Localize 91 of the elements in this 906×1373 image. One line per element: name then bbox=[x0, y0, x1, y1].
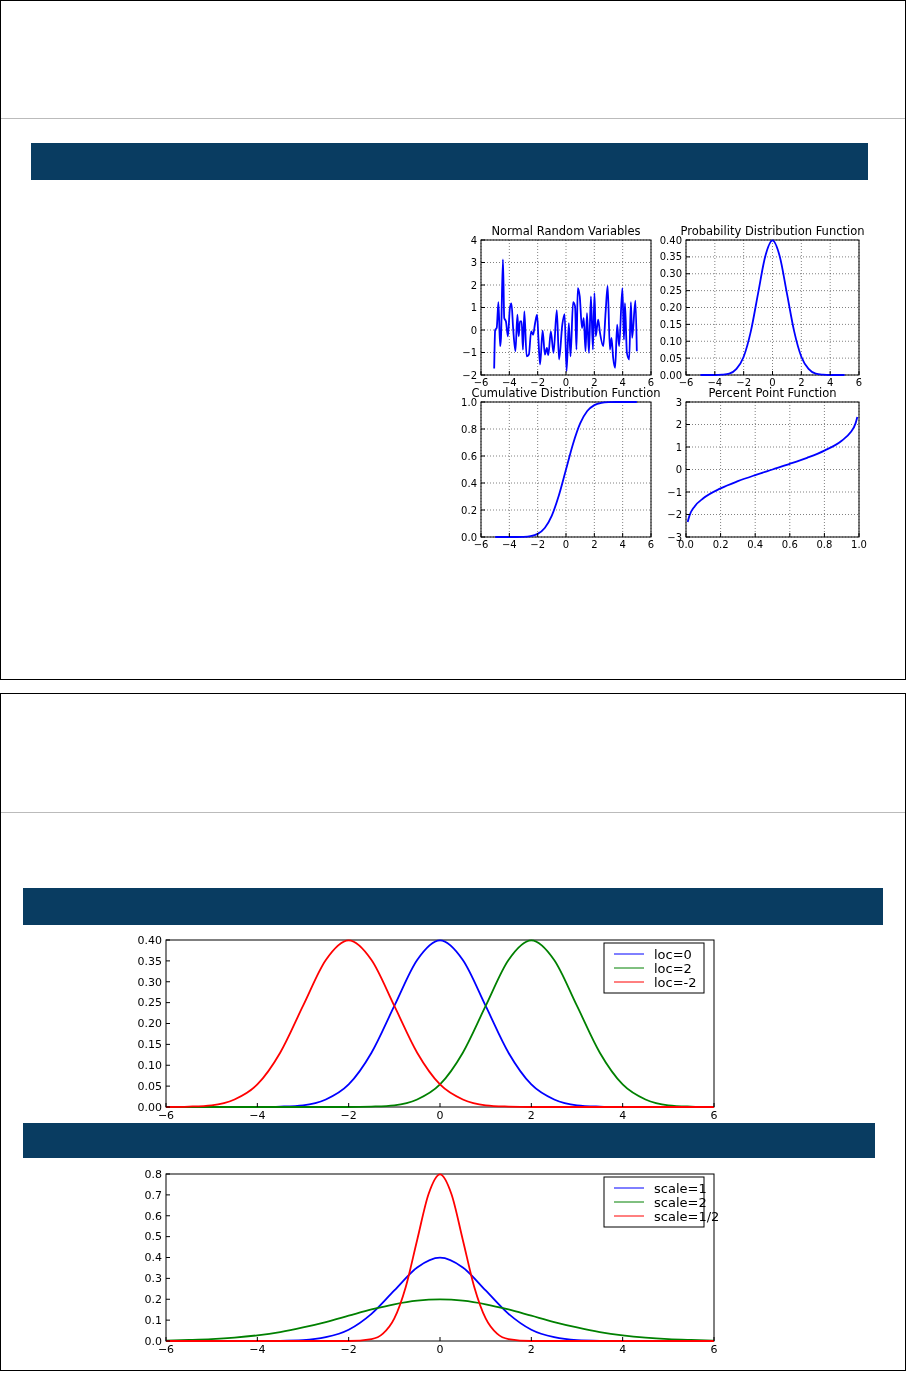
x-tick-label: 0.8 bbox=[816, 539, 833, 550]
x-tick-label: 1.0 bbox=[851, 539, 867, 550]
y-tick-label: 1 bbox=[470, 302, 477, 313]
x-tick-label: −6 bbox=[473, 377, 489, 388]
x-tick-label: 0.6 bbox=[781, 539, 798, 550]
line-series bbox=[494, 401, 638, 538]
x-tick-label: −2 bbox=[530, 377, 546, 388]
y-tick-label: 0.2 bbox=[461, 504, 477, 516]
x-tick-label: 0.4 bbox=[747, 539, 764, 550]
y-tick-label: 4 bbox=[470, 234, 477, 246]
y-tick-label: 0.8 bbox=[461, 423, 477, 435]
x-tick-label: −2 bbox=[340, 1108, 357, 1122]
x-tick-label: 4 bbox=[619, 1108, 627, 1122]
x-tick-label: 4 bbox=[619, 1342, 627, 1356]
legend-label: scale=1/2 bbox=[654, 1208, 720, 1224]
chart-title: Normal Random Variables bbox=[491, 224, 641, 238]
x-tick-label: −4 bbox=[501, 377, 517, 388]
x-tick-label: 2 bbox=[798, 377, 805, 388]
legend-label: scale=2 bbox=[654, 1194, 707, 1210]
x-tick-label: 4 bbox=[619, 539, 626, 550]
y-tick-label: 0.05 bbox=[137, 1079, 162, 1093]
y-tick-label: 0.7 bbox=[144, 1188, 162, 1202]
chart-title: Percent Point Function bbox=[708, 386, 837, 400]
x-tick-label: −4 bbox=[707, 377, 723, 388]
x-tick-label: 6 bbox=[710, 1342, 718, 1356]
x-tick-label: 6 bbox=[855, 377, 863, 388]
y-tick-label: 0.4 bbox=[461, 477, 477, 489]
y-tick-label: 0.30 bbox=[659, 268, 682, 280]
chart-title: Probability Distribution Function bbox=[680, 224, 865, 238]
x-tick-label: −4 bbox=[249, 1108, 266, 1122]
x-tick-label: 0 bbox=[562, 539, 570, 550]
y-tick-label: 0.30 bbox=[137, 975, 162, 989]
legend-label: scale=1 bbox=[654, 1180, 707, 1196]
x-tick-label: 4 bbox=[619, 377, 626, 388]
y-tick-label: 0.6 bbox=[144, 1209, 162, 1223]
y-tick-label: 0.00 bbox=[659, 369, 682, 381]
y-tick-label: 0.00 bbox=[137, 1100, 162, 1114]
y-tick-label: 0.1 bbox=[144, 1313, 162, 1327]
y-tick-label: 0.40 bbox=[137, 933, 162, 947]
y-tick-label: 0.10 bbox=[659, 335, 682, 347]
y-tick-label: 0.6 bbox=[461, 450, 477, 462]
x-tick-label: −2 bbox=[340, 1342, 357, 1356]
line-series bbox=[699, 239, 846, 376]
x-tick-label: 0 bbox=[436, 1108, 444, 1122]
y-tick-label: 0.20 bbox=[137, 1017, 162, 1031]
x-tick-label: 2 bbox=[591, 377, 598, 388]
y-tick-label: 1 bbox=[675, 441, 682, 453]
x-tick-label: 6 bbox=[647, 539, 655, 550]
y-tick-label: 0.05 bbox=[659, 352, 682, 364]
y-tick-label: 0.20 bbox=[659, 302, 682, 313]
y-tick-label: 0.10 bbox=[137, 1059, 162, 1073]
x-tick-label: 0 bbox=[562, 377, 570, 388]
y-tick-label: 0.35 bbox=[659, 251, 682, 263]
y-tick-label: 0.25 bbox=[137, 996, 162, 1010]
legend-label: loc=2 bbox=[654, 960, 692, 976]
y-tick-label: −1 bbox=[667, 486, 682, 498]
y-tick-label: 0.4 bbox=[144, 1251, 162, 1265]
y-tick-label: 0 bbox=[470, 324, 477, 336]
y-tick-label: 2 bbox=[675, 419, 682, 430]
legend-label: loc=0 bbox=[654, 946, 692, 962]
x-tick-label: 2 bbox=[527, 1108, 535, 1122]
y-tick-label: 0.40 bbox=[659, 234, 682, 246]
line-series bbox=[493, 258, 638, 373]
x-tick-label: 2 bbox=[591, 539, 598, 550]
y-tick-label: 0.8 bbox=[144, 1167, 162, 1181]
x-tick-label: −4 bbox=[501, 539, 517, 550]
y-tick-label: 0.15 bbox=[137, 1038, 162, 1052]
x-tick-label: −2 bbox=[530, 539, 546, 550]
y-tick-label: −1 bbox=[462, 347, 477, 358]
y-tick-label: 0.5 bbox=[144, 1230, 162, 1244]
y-tick-label: 0.35 bbox=[137, 954, 162, 968]
x-tick-label: −4 bbox=[249, 1342, 266, 1356]
y-tick-label: 0 bbox=[675, 464, 682, 475]
x-tick-label: 2 bbox=[527, 1342, 535, 1356]
y-tick-label: 0.3 bbox=[144, 1272, 162, 1286]
y-tick-label: 0.15 bbox=[659, 318, 682, 330]
line-series bbox=[686, 416, 859, 523]
y-tick-label: 3 bbox=[470, 257, 477, 268]
x-tick-label: −2 bbox=[736, 377, 752, 388]
x-tick-label: 0 bbox=[436, 1342, 444, 1356]
legend-label: loc=-2 bbox=[654, 974, 697, 990]
y-tick-label: 0.25 bbox=[659, 285, 682, 297]
x-tick-label: 4 bbox=[826, 377, 834, 388]
y-tick-label: 0.2 bbox=[144, 1293, 162, 1307]
x-tick-label: 6 bbox=[647, 377, 655, 388]
y-tick-label: −2 bbox=[667, 509, 682, 520]
x-tick-label: 0.2 bbox=[712, 539, 729, 550]
x-tick-label: 6 bbox=[710, 1108, 718, 1122]
y-tick-label: 2 bbox=[470, 279, 477, 291]
x-tick-label: 0 bbox=[769, 377, 776, 388]
y-tick-label: 3 bbox=[675, 396, 682, 408]
